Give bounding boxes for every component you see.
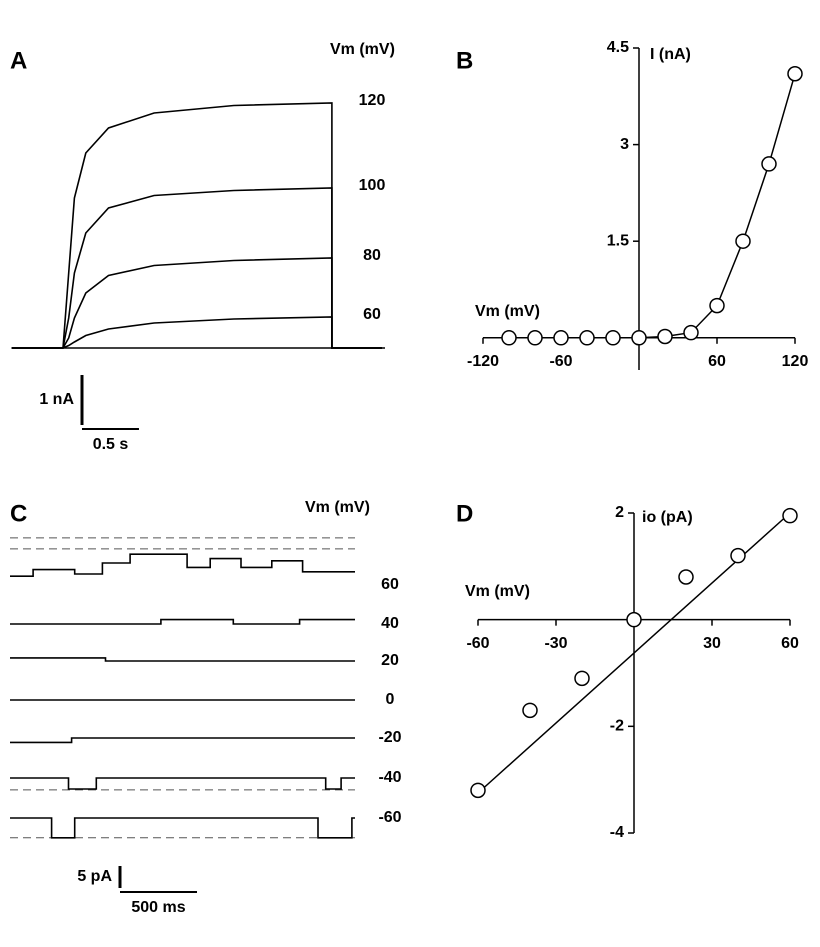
data-point — [605, 330, 621, 346]
data-point — [730, 547, 746, 564]
data-point — [683, 324, 699, 341]
x-tick-label: -30 — [544, 635, 567, 652]
trace-label: 40 — [381, 615, 399, 632]
trace — [11, 102, 382, 349]
trace — [10, 817, 355, 839]
data-point — [501, 330, 517, 346]
y-tick-label: 3 — [620, 136, 629, 153]
panel-letter: B — [456, 47, 473, 74]
data-point — [631, 330, 647, 346]
y-tick-label: -2 — [610, 718, 624, 735]
trace-label: 60 — [381, 576, 399, 593]
data-point — [553, 330, 569, 346]
x-tick-label: 60 — [781, 635, 799, 652]
scale-label: 500 ms — [131, 899, 185, 916]
trace-label: 20 — [381, 652, 399, 669]
data-point — [574, 670, 590, 687]
panel-letter: C — [10, 500, 27, 527]
trace-label: -60 — [378, 809, 401, 826]
trace — [10, 657, 355, 662]
panel-letter: D — [456, 500, 473, 527]
data-point — [761, 156, 777, 172]
x-tick-label: -60 — [466, 635, 489, 652]
x-tick-label: 30 — [703, 635, 721, 652]
axis-label: Vm (mV) — [330, 41, 395, 58]
scale-label: 0.5 s — [93, 436, 129, 453]
trace — [10, 618, 355, 625]
x-tick-label: 120 — [782, 353, 809, 370]
data-point — [579, 330, 595, 346]
y-axis-label: I (nA) — [650, 46, 691, 63]
x-axis-label: Vm (mV) — [475, 303, 540, 320]
axis-label: Vm (mV) — [305, 499, 370, 516]
y-axis-label: io (pA) — [642, 509, 693, 526]
trace-label: 80 — [363, 247, 381, 264]
trace — [10, 737, 355, 744]
x-axis-label: Vm (mV) — [465, 583, 530, 600]
scale-label: 1 nA — [39, 391, 74, 408]
scale-label: 5 pA — [77, 868, 112, 885]
trace-label: 100 — [359, 177, 386, 194]
data-point — [626, 611, 642, 628]
data-point — [735, 233, 751, 249]
data-point — [657, 328, 673, 345]
y-tick-label: 1.5 — [607, 232, 629, 249]
data-point — [709, 297, 725, 314]
y-tick-label: 4.5 — [607, 39, 629, 56]
data-point — [787, 66, 803, 82]
trace — [11, 257, 382, 349]
trace-label: 60 — [363, 306, 381, 323]
trace-label: -20 — [378, 729, 401, 746]
x-tick-label: -60 — [549, 353, 572, 370]
x-tick-label: -120 — [467, 353, 499, 370]
y-tick-label: -4 — [610, 824, 624, 841]
y-tick-label: 2 — [615, 504, 624, 521]
trace — [10, 553, 355, 577]
trace — [11, 187, 382, 349]
data-point — [527, 330, 543, 346]
trace — [10, 777, 355, 790]
data-point — [522, 702, 538, 719]
data-point — [470, 782, 486, 799]
trace — [11, 316, 382, 349]
trace-label: 120 — [359, 92, 386, 109]
x-tick-label: 60 — [708, 353, 726, 370]
panel-letter: A — [10, 47, 27, 74]
data-point — [678, 569, 694, 585]
trace-label: 0 — [386, 691, 395, 708]
trace-label: -40 — [378, 769, 401, 786]
data-point — [782, 507, 798, 524]
